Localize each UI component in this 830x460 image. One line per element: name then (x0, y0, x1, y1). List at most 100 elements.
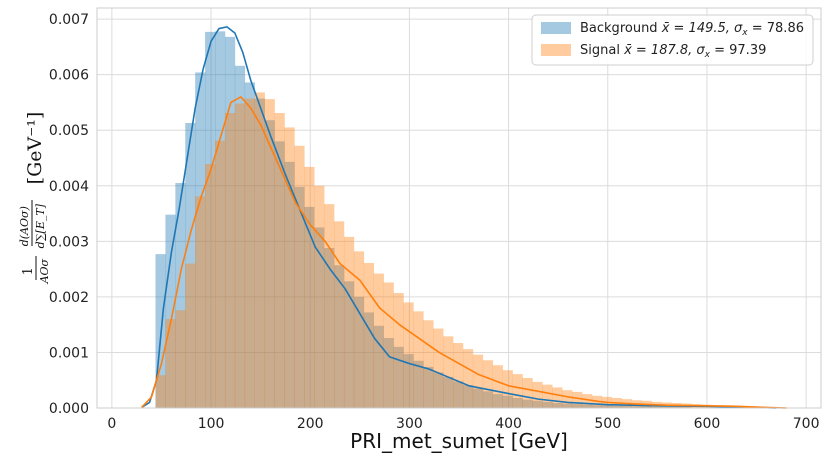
signal-hist-bar (492, 365, 503, 408)
background-hist-bar (552, 403, 563, 408)
background-hist-bar (661, 406, 672, 408)
background-hist-bar (165, 214, 176, 408)
signal-hist-bar (552, 387, 563, 408)
histogram-bars-layer (155, 31, 771, 409)
x-tick-label: 300 (396, 416, 423, 432)
signal-hist-bar (413, 311, 424, 408)
signal-hist-bar (393, 293, 404, 408)
signal-hist-bar (304, 166, 315, 408)
signal-hist-bar (532, 381, 543, 408)
signal-hist-bar (443, 336, 454, 408)
signal-hist-bar (224, 113, 236, 408)
x-tick-label: 100 (198, 416, 225, 432)
background-hist-bar (581, 404, 593, 408)
background-hist-bar (304, 206, 315, 408)
background-hist-bar (224, 36, 236, 409)
legend: Background x̄ = 149.5, σx = 78.86 Signal… (531, 14, 814, 66)
background-hist-bar (472, 388, 484, 408)
background-hist-bar (462, 385, 474, 408)
background-hist-bar (205, 31, 216, 409)
signal-hist-bar (502, 370, 513, 408)
signal-kde-line (141, 96, 787, 409)
signal-hist-bar (254, 92, 265, 408)
signal-hist-bar (175, 310, 186, 408)
background-hist-bar (522, 399, 533, 408)
background-hist-bar (482, 391, 494, 408)
y-tick-label: 0.001 (49, 345, 89, 361)
y-axis-label: 1 AOσ d(AOσ) d∑[E_T] [GeV⁻¹] (9, 112, 53, 285)
background-hist-bar (254, 98, 265, 409)
background-hist-bar (343, 281, 355, 408)
background-hist-bar (433, 372, 444, 408)
background-hist-bar (314, 227, 325, 408)
y-tick-label: 0.000 (49, 401, 89, 417)
background-hist-bar (334, 265, 345, 408)
signal-hist-bar (185, 263, 196, 408)
signal-hist-bar (403, 302, 414, 408)
signal-hist-bar (314, 185, 325, 408)
background-hist-bar (621, 405, 632, 408)
signal-hist-bar (284, 127, 295, 408)
background-hist-bar (502, 395, 513, 408)
background-hist-bar (542, 401, 553, 408)
background-hist-bar (651, 406, 662, 408)
background-hist-bar (591, 405, 603, 408)
y-tick-label: 0.002 (49, 290, 89, 306)
background-hist-bar (631, 406, 642, 408)
legend-swatch-background (541, 22, 571, 34)
legend-label-signal: Signal x̄ = 187.8, σx = 97.39 (580, 43, 766, 60)
signal-hist-bar (353, 251, 365, 408)
x-axis-label: PRI_met_sumet [GeV] (350, 429, 568, 453)
signal-hist-bar (294, 145, 305, 408)
background-hist-bar (492, 394, 503, 408)
signal-hist-bar (324, 204, 335, 408)
background-hist-bar (413, 360, 424, 408)
background-kde-line (141, 26, 777, 409)
background-hist-bar (185, 123, 196, 408)
background-hist-bar (641, 406, 652, 408)
background-hist-bar (572, 404, 583, 408)
signal-hist-bar (581, 394, 593, 408)
signal-hist-bar (562, 390, 573, 408)
background-hist-bar (671, 406, 682, 408)
legend-label-background: Background x̄ = 149.5, σx = 78.86 (580, 21, 804, 38)
background-hist-bar (234, 65, 246, 409)
signal-hist-bar (373, 273, 384, 408)
y-tick-label: 0.006 (49, 68, 89, 84)
signal-hist-bar (383, 282, 394, 408)
grid-layer (97, 8, 821, 409)
signal-hist-bar (433, 328, 444, 408)
plot-frame (96, 7, 822, 409)
background-hist-bar (383, 338, 394, 408)
signal-hist-bar (155, 375, 166, 408)
signal-hist-bar (215, 140, 226, 408)
signal-hist-bar (334, 221, 345, 408)
background-hist-bar (453, 381, 464, 408)
signal-hist-bar (165, 319, 176, 408)
y-tick-label: 0.004 (49, 179, 89, 195)
signal-hist-bar (205, 164, 216, 408)
signal-hist-bar (512, 374, 523, 408)
legend-swatch-signal (541, 44, 571, 56)
y-tick-label: 0.003 (49, 234, 89, 250)
background-hist-bar (284, 161, 295, 408)
x-tick-label: 700 (793, 416, 820, 432)
signal-hist-bar (234, 103, 246, 409)
signal-hist-bar (542, 384, 553, 408)
x-tick-label: 600 (694, 416, 721, 432)
x-tick-label: 500 (594, 416, 621, 432)
signal-hist-bar (453, 343, 464, 408)
background-hist-bar (373, 325, 384, 408)
background-hist-bar (562, 403, 573, 408)
background-hist-bar (403, 354, 414, 408)
background-hist-bar (443, 376, 454, 408)
background-hist-bar (353, 296, 365, 408)
signal-hist-bar (274, 113, 285, 408)
x-tick-label: 400 (495, 416, 522, 432)
x-tick-label: 200 (297, 416, 324, 432)
svg-text:1 AOσ d(AOσ): 1 AOσ d(AOσ) d∑[E_T] [GeV⁻¹] (9, 112, 53, 285)
background-hist-bar (324, 248, 335, 408)
background-hist-bar (512, 398, 523, 408)
signal-hist-bar (462, 349, 474, 408)
